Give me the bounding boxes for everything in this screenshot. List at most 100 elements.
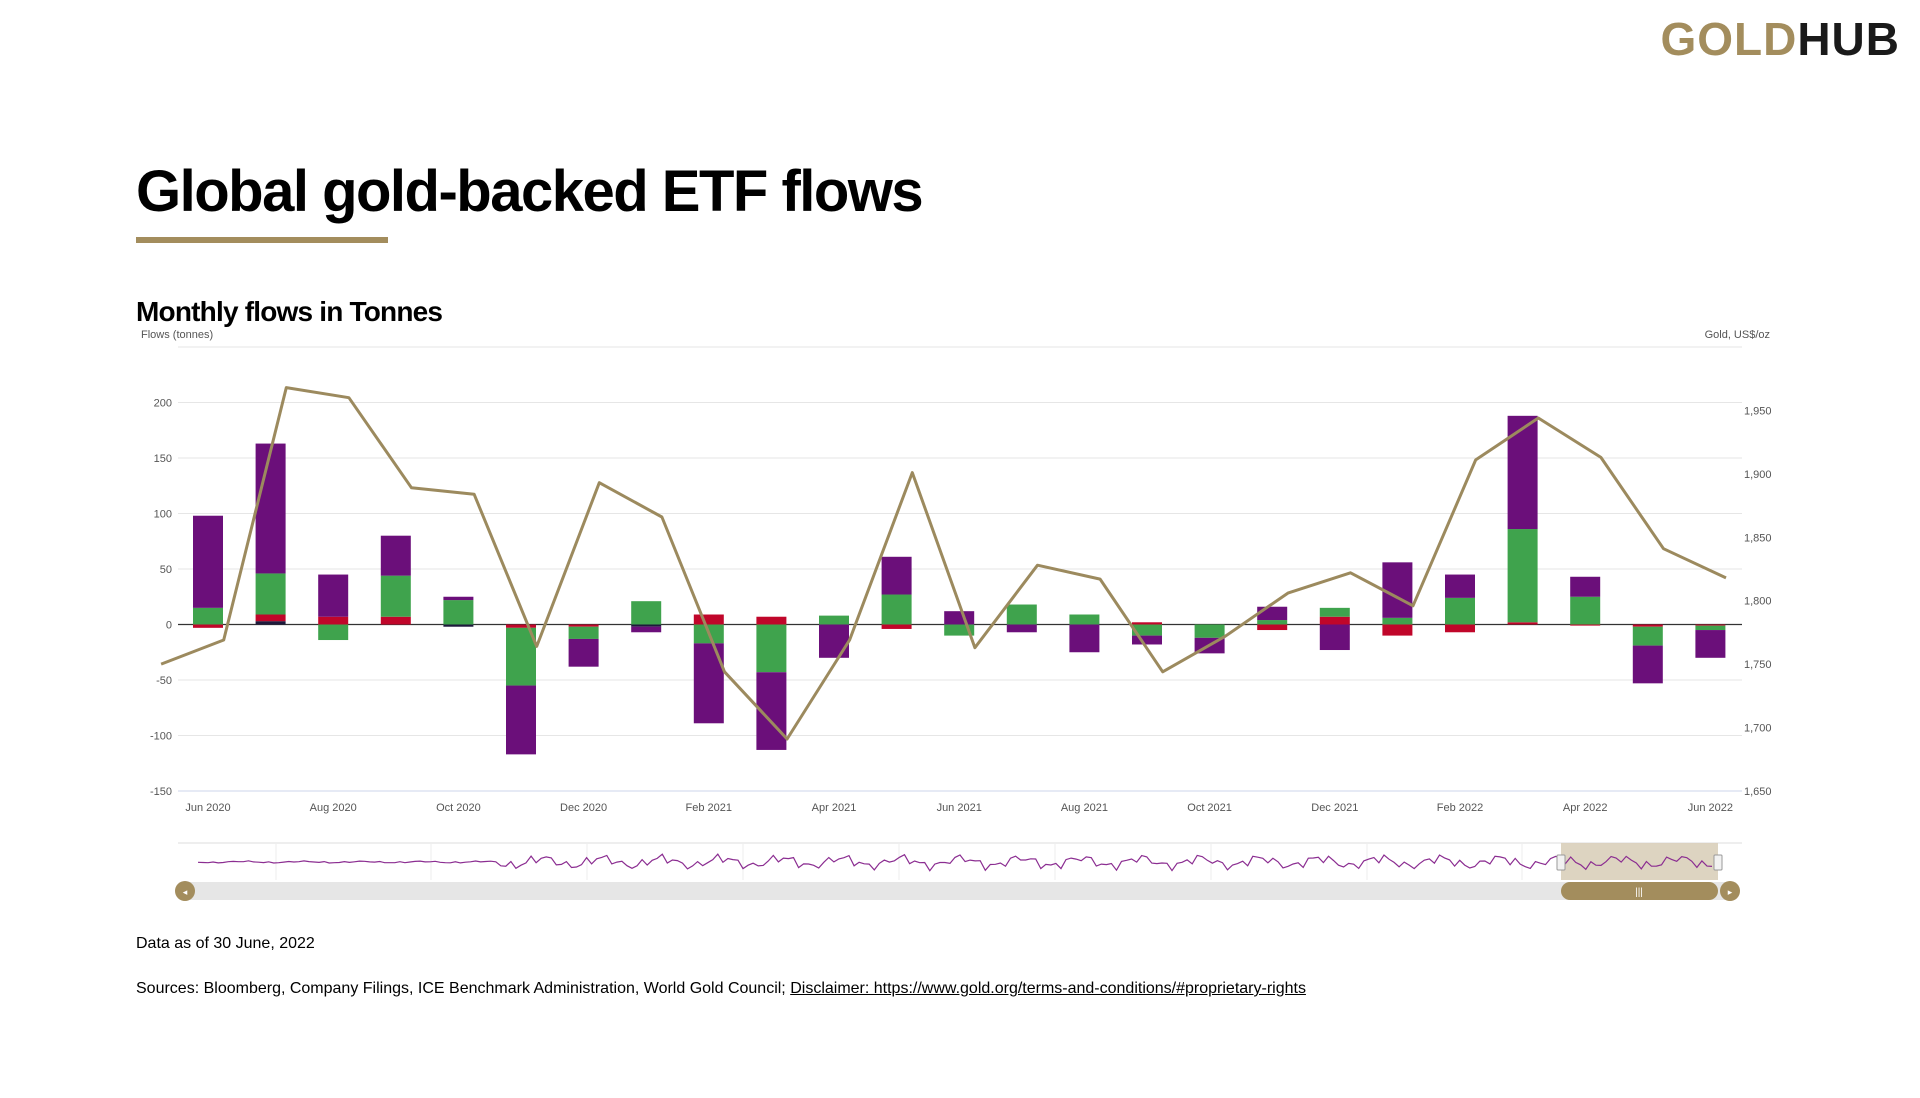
- bar-segment-europe[interactable]: [568, 626, 599, 639]
- bar-segment-north-america[interactable]: [1570, 576, 1601, 597]
- bar-segment-europe[interactable]: [1507, 529, 1538, 623]
- gold-price-line: [160, 386, 1727, 741]
- bar-segment-north-america[interactable]: [1445, 574, 1475, 598]
- bar-segment-north-america[interactable]: [568, 638, 599, 667]
- bar-segment-asia[interactable]: [881, 624, 912, 629]
- bar-segment-other[interactable]: [255, 621, 286, 625]
- y-tick-label: 50: [160, 564, 172, 576]
- bar-segment-europe[interactable]: [193, 607, 223, 625]
- bar-segment-europe[interactable]: [1445, 597, 1475, 625]
- bar-segment-north-america[interactable]: [1069, 624, 1100, 653]
- scroll-left-button[interactable]: [175, 881, 195, 901]
- bar-segment-asia[interactable]: [1695, 624, 1726, 626]
- y-axis-title: Flows (tonnes): [141, 329, 213, 341]
- bar-segment-asia[interactable]: [1632, 624, 1663, 627]
- x-tick-label: Apr 2021: [812, 802, 857, 814]
- y2-tick-label: 1,700: [1744, 723, 1772, 735]
- bar-segment-asia[interactable]: [756, 616, 787, 625]
- bar-segment-europe[interactable]: [631, 601, 662, 625]
- bar-segment-north-america[interactable]: [506, 685, 536, 755]
- bar-segment-europe[interactable]: [443, 600, 474, 625]
- navigator-handle[interactable]: [1713, 854, 1723, 871]
- chart-container: Flows (tonnes) Gold, US$/oz -150 -100 -50 0 50…: [141, 329, 1772, 901]
- bar-segment-asia[interactable]: [506, 624, 536, 628]
- bar-segment-europe[interactable]: [1257, 620, 1288, 625]
- x-tick-label: Feb 2021: [686, 802, 732, 814]
- logo-gold-text: GOLD: [1660, 13, 1798, 65]
- bar-segment-asia[interactable]: [1382, 624, 1413, 636]
- bar-segment-north-america[interactable]: [1319, 624, 1350, 651]
- y2-axis-title: Gold, US$/oz: [1705, 329, 1770, 341]
- bar-segment-north-america[interactable]: [819, 624, 849, 658]
- bar-segment-north-america[interactable]: [1006, 624, 1037, 633]
- navigator-selected-range[interactable]: [1561, 843, 1718, 880]
- bar-segment-asia[interactable]: [380, 616, 411, 625]
- x-tick-label: Dec 2020: [560, 802, 607, 814]
- y2-tick-label: 1,800: [1744, 596, 1772, 608]
- bar-segment-asia[interactable]: [318, 616, 349, 625]
- bar-segment-europe[interactable]: [506, 627, 536, 686]
- x-tick-label: Aug 2020: [310, 802, 357, 814]
- bar-segment-north-america[interactable]: [1632, 645, 1663, 684]
- x-tick-label: Feb 2022: [1437, 802, 1483, 814]
- bar-segment-north-america[interactable]: [944, 611, 975, 625]
- bar-segment-north-america[interactable]: [1507, 415, 1538, 530]
- bar-segment-north-america[interactable]: [631, 626, 662, 633]
- bar-segment-europe[interactable]: [255, 573, 286, 615]
- bar-segment-asia[interactable]: [255, 614, 286, 622]
- bar-segment-north-america[interactable]: [881, 556, 912, 595]
- bar-segment-europe[interactable]: [756, 624, 787, 673]
- bar-segment-north-america[interactable]: [193, 515, 223, 608]
- chart-title: Monthly flows in Tonnes: [136, 296, 443, 327]
- y-tick-label: -50: [156, 675, 172, 687]
- bar-segment-north-america[interactable]: [318, 574, 349, 617]
- scrollbar-thumb[interactable]: [1561, 882, 1718, 900]
- bar-segment-other[interactable]: [631, 624, 662, 627]
- bar-segment-europe[interactable]: [1570, 596, 1601, 625]
- y-tick-label: 200: [154, 398, 172, 410]
- bar-segment-asia[interactable]: [1132, 622, 1162, 625]
- bar-segment-asia[interactable]: [193, 624, 223, 628]
- bar-segment-europe[interactable]: [881, 594, 912, 625]
- scroll-right-button[interactable]: [1720, 881, 1740, 901]
- bar-segment-europe[interactable]: [944, 624, 975, 636]
- bar-segment-europe[interactable]: [1069, 614, 1100, 625]
- bar-segment-europe[interactable]: [1695, 625, 1726, 631]
- disclaimer-link[interactable]: Disclaimer: https://www.gold.org/terms-a…: [790, 980, 1306, 997]
- sources-line: Sources: Bloomberg, Company Filings, ICE…: [136, 980, 1306, 998]
- bar-segment-asia[interactable]: [1570, 624, 1601, 626]
- bar-segment-europe[interactable]: [1319, 607, 1350, 617]
- bar-segment-north-america[interactable]: [255, 443, 286, 574]
- y-tick-label: 0: [166, 620, 172, 632]
- data-as-of: Data as of 30 June, 2022: [136, 935, 315, 952]
- bar-segment-north-america[interactable]: [1382, 562, 1413, 618]
- bar-segment-asia[interactable]: [1507, 622, 1538, 625]
- y2-tick-label: 1,950: [1744, 405, 1772, 417]
- bar-segment-asia[interactable]: [693, 614, 724, 625]
- bar-segment-north-america[interactable]: [380, 535, 411, 576]
- bar-segment-europe[interactable]: [380, 575, 411, 617]
- bar-segment-north-america[interactable]: [1695, 630, 1726, 658]
- bar-segment-asia[interactable]: [1445, 624, 1475, 633]
- bar-segment-north-america[interactable]: [1257, 606, 1288, 621]
- x-tick-label: Aug 2021: [1061, 802, 1108, 814]
- logo-hub-text: HUB: [1797, 13, 1900, 65]
- bar-segment-asia[interactable]: [568, 624, 599, 627]
- bar-segment-asia[interactable]: [1257, 624, 1288, 631]
- bar-segment-europe[interactable]: [819, 615, 849, 625]
- scrollbar-grip-icon: |||: [1635, 887, 1643, 898]
- bar-segment-europe[interactable]: [1132, 624, 1162, 636]
- scrollbar-track[interactable]: [185, 882, 1730, 900]
- bar-segment-north-america[interactable]: [443, 596, 474, 601]
- bar-segment-europe[interactable]: [1194, 624, 1225, 638]
- bar-segment-europe[interactable]: [1632, 626, 1663, 646]
- bar-segment-europe[interactable]: [1006, 604, 1037, 625]
- navigator-handle[interactable]: [1556, 854, 1566, 871]
- bar-segment-asia[interactable]: [1319, 616, 1350, 625]
- bar-segment-north-america[interactable]: [1132, 635, 1162, 645]
- bar-segment-other[interactable]: [443, 624, 474, 627]
- bar-segment-europe[interactable]: [1382, 617, 1413, 625]
- bar-segment-europe[interactable]: [318, 624, 349, 641]
- goldhub-logo[interactable]: GOLDHUB: [1660, 12, 1900, 66]
- page-title: Global gold-backed ETF flows: [136, 159, 924, 224]
